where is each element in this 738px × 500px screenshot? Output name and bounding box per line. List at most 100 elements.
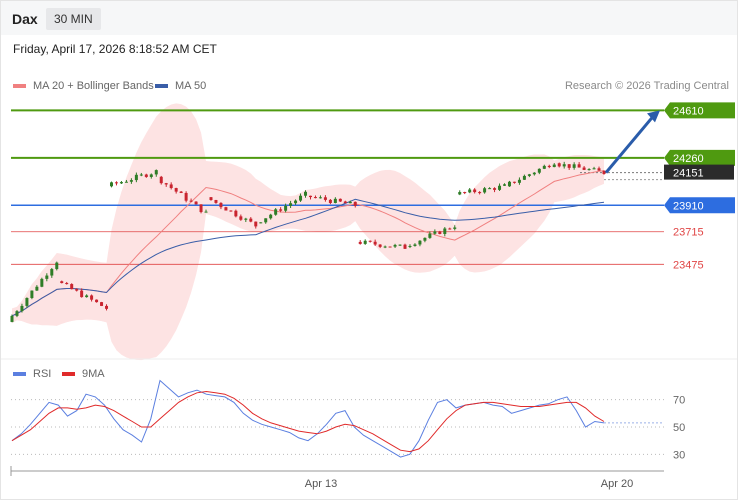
candle-body bbox=[453, 227, 457, 229]
candle-body bbox=[294, 200, 298, 204]
candle-body bbox=[234, 210, 238, 217]
candle-body bbox=[463, 192, 467, 194]
candle-body bbox=[547, 165, 551, 168]
candle-body bbox=[567, 164, 571, 168]
datetime-label: Friday, April 17, 2026 8:18:52 AM CET bbox=[13, 42, 217, 56]
ma20-legend-label: MA 20 + Bollinger Bands bbox=[33, 80, 154, 92]
rsi-tick-70: 70 bbox=[673, 395, 685, 407]
candle-body bbox=[119, 182, 123, 184]
candle-body bbox=[224, 207, 228, 211]
level-label-23475: 23475 bbox=[673, 259, 704, 271]
candle-body bbox=[353, 201, 357, 206]
candle-body bbox=[249, 218, 253, 222]
candle-body bbox=[582, 167, 586, 170]
candle-body bbox=[154, 170, 158, 175]
x-tick-label: Apr 13 bbox=[305, 478, 337, 490]
candle-body bbox=[562, 164, 566, 167]
candle-body bbox=[363, 240, 367, 244]
candle-body bbox=[229, 210, 233, 212]
9ma-swatch bbox=[62, 372, 75, 376]
candle-body bbox=[174, 188, 178, 192]
symbol-label: Dax bbox=[12, 11, 38, 27]
candle-body bbox=[532, 172, 536, 175]
candle-body bbox=[358, 241, 362, 244]
candle-body bbox=[368, 240, 372, 242]
candle-body bbox=[438, 231, 442, 234]
candle-body bbox=[40, 278, 44, 287]
timeframe-badge[interactable]: 30 MIN bbox=[46, 8, 101, 30]
ma50-swatch bbox=[155, 84, 168, 88]
projection-arrow-shaft bbox=[604, 114, 656, 174]
candle-body bbox=[343, 201, 347, 204]
candle-body bbox=[517, 179, 521, 183]
candle-body bbox=[418, 240, 422, 245]
candle-body bbox=[289, 203, 293, 206]
candle-body bbox=[448, 228, 452, 230]
candle-body bbox=[507, 181, 511, 187]
candle-body bbox=[333, 198, 337, 203]
candle-body bbox=[184, 192, 188, 201]
candle-body bbox=[139, 174, 143, 176]
candle-body bbox=[503, 184, 507, 186]
candle-body bbox=[100, 302, 104, 306]
candle-body bbox=[244, 218, 248, 220]
candle-body bbox=[264, 218, 268, 223]
level-badge-23910 bbox=[664, 197, 735, 214]
candle-body bbox=[592, 168, 596, 170]
candle-body bbox=[159, 176, 163, 184]
candle-body bbox=[134, 174, 138, 181]
bollinger-layer bbox=[12, 103, 604, 361]
candle-body bbox=[114, 182, 118, 184]
candle-body bbox=[189, 200, 193, 202]
candle-body bbox=[383, 246, 387, 248]
candle-body bbox=[304, 191, 308, 196]
candle-body bbox=[577, 164, 581, 168]
candle-body bbox=[318, 197, 322, 199]
candle-body bbox=[299, 195, 303, 201]
level-label-24260: 24260 bbox=[673, 153, 704, 165]
ma20-line bbox=[11, 170, 605, 317]
candle-body bbox=[378, 244, 382, 247]
candle-body bbox=[95, 299, 99, 303]
level-label-23715: 23715 bbox=[673, 227, 704, 239]
candle-body bbox=[20, 305, 24, 312]
rsi-swatch bbox=[13, 372, 26, 376]
ma50-legend-label: MA 50 bbox=[175, 80, 207, 92]
candle-body bbox=[498, 185, 502, 190]
candle-body bbox=[348, 201, 352, 204]
candle-body bbox=[428, 233, 432, 238]
candle-body bbox=[204, 211, 208, 213]
candle-body bbox=[393, 244, 397, 247]
level-label-24610: 24610 bbox=[673, 105, 704, 117]
candle-body bbox=[179, 191, 183, 193]
candle-body bbox=[45, 275, 49, 279]
candle-body bbox=[478, 192, 482, 194]
candle-body bbox=[308, 195, 312, 198]
candle-body bbox=[214, 200, 218, 203]
candle-body bbox=[254, 221, 258, 227]
candle-body bbox=[35, 286, 39, 291]
ma50-line bbox=[11, 198, 605, 317]
candle-body bbox=[338, 198, 342, 202]
candle-body bbox=[80, 290, 84, 298]
candle-body bbox=[105, 305, 109, 309]
candle-body bbox=[219, 202, 223, 208]
candle-body bbox=[169, 184, 173, 189]
candles-layer bbox=[10, 161, 606, 323]
candle-body bbox=[30, 290, 34, 299]
candle-body bbox=[423, 237, 427, 241]
candle-body bbox=[10, 315, 14, 322]
candle-body bbox=[279, 209, 283, 211]
candle-body bbox=[557, 163, 561, 167]
candle-body bbox=[388, 246, 392, 248]
candle-body bbox=[458, 192, 462, 195]
candle-body bbox=[129, 180, 133, 182]
candle-body bbox=[403, 244, 407, 249]
candle-body bbox=[65, 283, 69, 285]
legend-ma50: MA 50 bbox=[155, 80, 206, 92]
candle-body bbox=[90, 295, 94, 300]
candle-body bbox=[373, 241, 377, 245]
candle-body bbox=[85, 295, 89, 298]
candle-body bbox=[109, 182, 113, 187]
